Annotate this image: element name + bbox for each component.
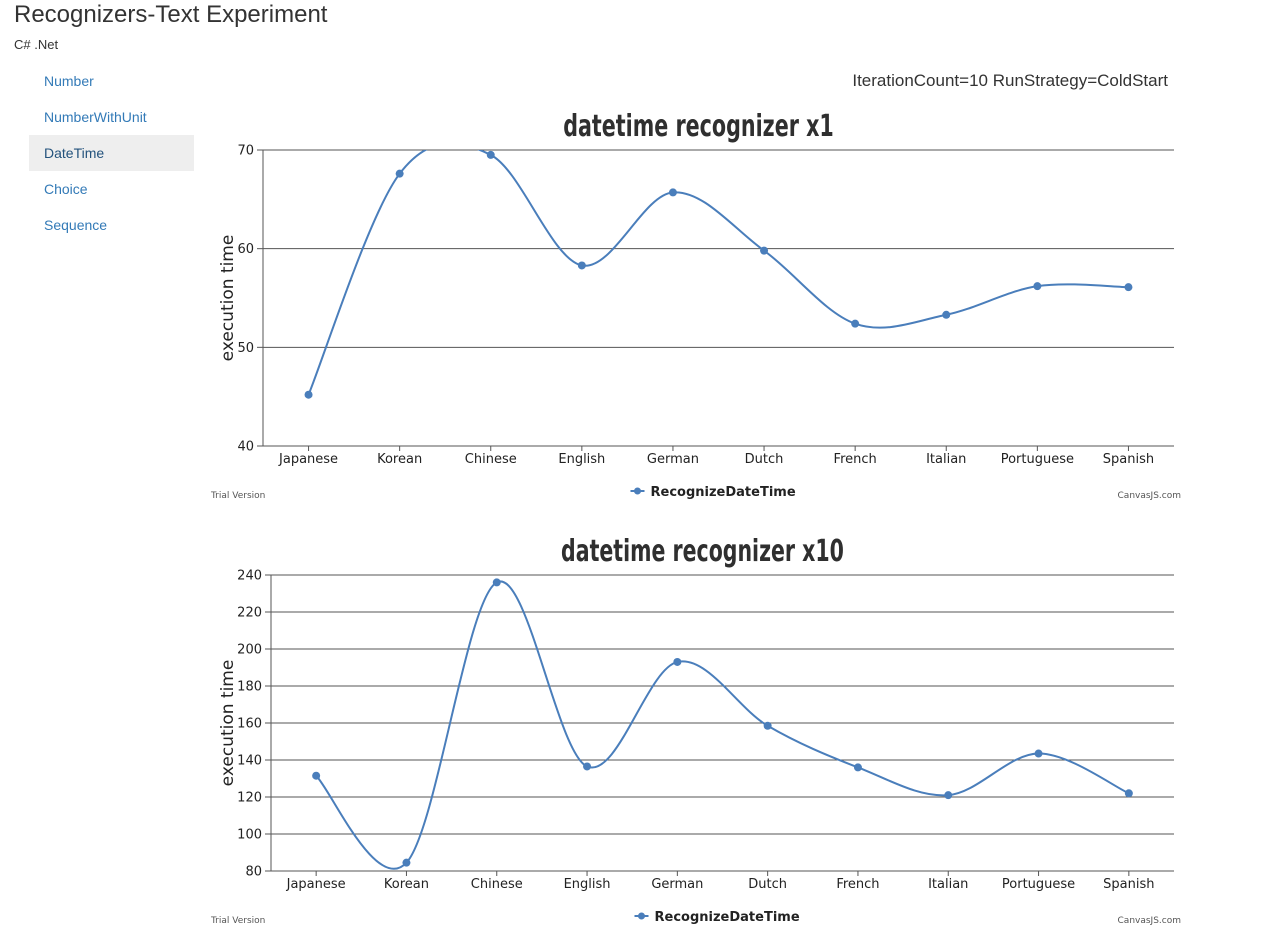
sidebar-nav: Number NumberWithUnit DateTime Choice Se… (29, 63, 194, 243)
data-point[interactable] (395, 169, 404, 178)
legend-marker (634, 487, 641, 495)
data-point[interactable] (492, 578, 501, 587)
data-point[interactable] (1033, 282, 1042, 291)
chart-title: datetime recognizer x10 (561, 534, 844, 569)
y-axis-label: execution time (218, 660, 238, 787)
data-point[interactable] (1124, 789, 1133, 798)
x-tick-label: Korean (384, 877, 429, 892)
data-point[interactable] (673, 657, 682, 666)
y-tick-label: 220 (237, 606, 262, 621)
y-tick-label: 200 (237, 643, 262, 658)
sidebar-item-number-with-unit[interactable]: NumberWithUnit (44, 109, 147, 125)
data-point[interactable] (304, 390, 313, 399)
legend-label[interactable]: RecognizeDateTime (651, 485, 796, 500)
chart-title: datetime recognizer x1 (563, 109, 834, 144)
legend-label[interactable]: RecognizeDateTime (655, 910, 800, 925)
x-tick-label: German (651, 877, 703, 892)
y-tick-label: 180 (237, 680, 262, 695)
y-tick-label: 140 (237, 754, 262, 769)
canvasjs-credit[interactable]: CanvasJS.com (1118, 491, 1181, 501)
run-info: IterationCount=10 RunStrategy=ColdStart (852, 71, 1168, 90)
data-point[interactable] (760, 246, 769, 255)
chart-svg: datetime recognizer x10 80 100 120 140 160 180… (210, 534, 1181, 926)
y-tick-label: 120 (237, 791, 262, 806)
chart-datetime-x10: datetime recognizer x10 80 100 120 140 160 180… (200, 525, 1190, 939)
legend-marker (638, 912, 645, 920)
x-tick-label: English (564, 877, 611, 892)
x-tick-label: Spanish (1103, 452, 1154, 467)
trial-watermark: Trial Version (210, 916, 265, 926)
y-tick-label: 100 (237, 828, 262, 843)
chart-svg: datetime recognizer x1 40 50 60 70 execution … (210, 109, 1181, 501)
data-point[interactable] (583, 762, 592, 771)
y-tick-label: 60 (237, 242, 254, 257)
data-point[interactable] (944, 791, 953, 800)
y-tick-label: 80 (245, 865, 262, 880)
data-point[interactable] (763, 721, 772, 730)
y-tick-label: 70 (237, 144, 254, 159)
x-tick-label: Italian (926, 452, 966, 467)
x-tick-label: Portuguese (1002, 877, 1075, 892)
x-tick-label: German (647, 452, 699, 467)
sidebar-item-datetime[interactable]: DateTime (29, 135, 194, 171)
data-point[interactable] (1034, 749, 1043, 758)
series-line (315, 580, 1130, 870)
x-tick-label: Spanish (1103, 877, 1154, 892)
x-tick-label: English (558, 452, 605, 467)
y-tick-label: 50 (237, 341, 254, 356)
x-tick-label: Dutch (748, 877, 787, 892)
data-point[interactable] (1124, 283, 1133, 292)
app-subtitle: C# .Net (14, 37, 59, 52)
app-title: Recognizers-Text Experiment (14, 1, 328, 28)
sidebar-item-choice[interactable]: Choice (44, 181, 88, 197)
y-tick-label: 240 (237, 569, 262, 584)
data-point[interactable] (853, 763, 862, 772)
y-tick-label: 160 (237, 717, 262, 732)
x-tick-label: Japanese (278, 452, 338, 467)
x-tick-label: Italian (928, 877, 968, 892)
data-point[interactable] (486, 150, 495, 159)
sidebar-item-sequence[interactable]: Sequence (44, 217, 108, 233)
x-tick-label: Dutch (745, 452, 784, 467)
data-point[interactable] (851, 319, 860, 328)
x-tick-label: French (836, 877, 879, 892)
trial-watermark: Trial Version (210, 491, 265, 501)
sidebar-item-number[interactable]: Number (44, 73, 94, 89)
x-tick-label: Japanese (286, 877, 346, 892)
x-tick-label: Chinese (471, 877, 523, 892)
x-tick-label: Portuguese (1001, 452, 1074, 467)
x-tick-label: Korean (377, 452, 422, 467)
canvasjs-credit[interactable]: CanvasJS.com (1118, 916, 1181, 926)
data-point[interactable] (577, 261, 586, 270)
chart-datetime-x1: datetime recognizer x1 40 50 60 70 execution … (200, 100, 1190, 520)
data-point[interactable] (942, 310, 951, 319)
y-tick-label: 40 (237, 440, 254, 455)
y-axis-label: execution time (218, 235, 238, 362)
data-point[interactable] (312, 771, 321, 780)
x-tick-label: Chinese (465, 452, 517, 467)
x-tick-label: French (834, 452, 877, 467)
series-line (307, 150, 1129, 396)
data-point[interactable] (668, 188, 677, 197)
data-point[interactable] (402, 858, 411, 867)
